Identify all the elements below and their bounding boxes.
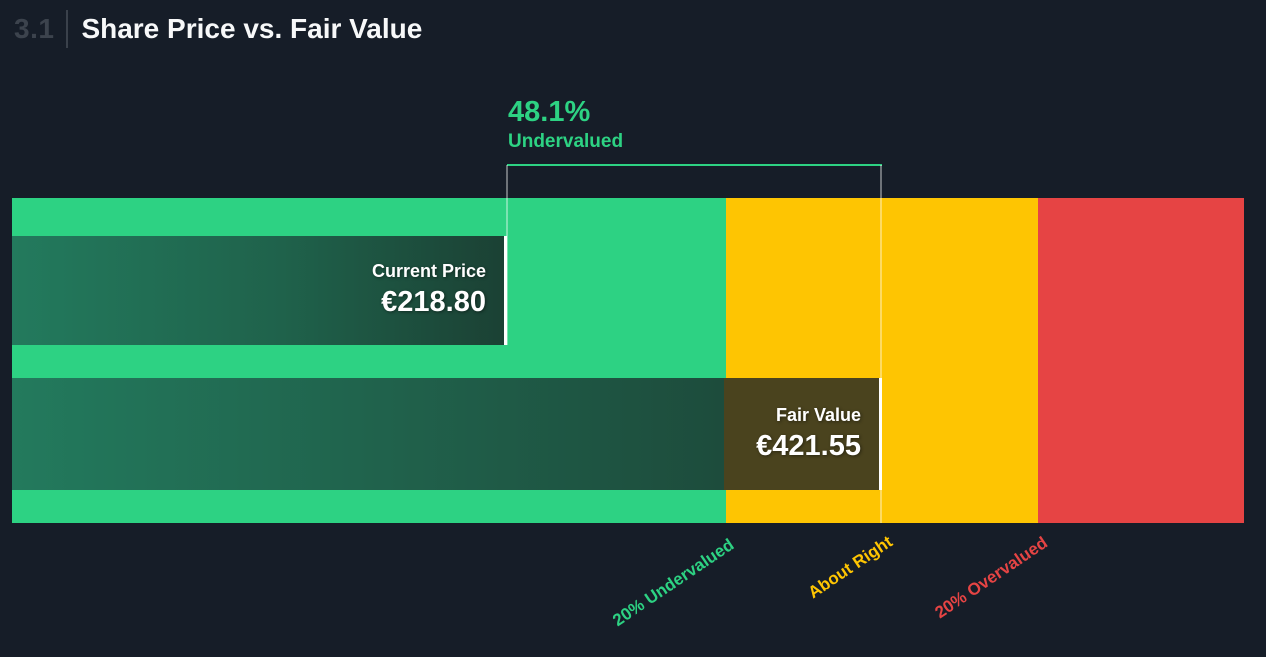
discount-status: Undervalued [508,130,624,152]
discount-bracket-right-line [880,165,882,523]
fair-value-value: €421.55 [756,429,861,462]
chart-header: 3.1 Share Price vs. Fair Value [14,10,422,48]
fair-value-label: Fair Value €421.55 [756,405,879,463]
discount-percent: 48.1% [508,96,591,128]
discount-bracket-top-line [507,164,882,166]
discount-bracket-left-line [506,165,508,345]
axis-label-about-right: About Right [804,532,896,603]
fair-value-bar: Fair Value €421.55 [12,378,882,490]
page-title: Share Price vs. Fair Value [81,13,423,44]
current-price-bar: Current Price €218.80 [12,236,507,345]
current-price-value: €218.80 [381,286,486,319]
zone-overvalued [1038,198,1244,523]
fair-value-bar-green-segment [12,378,724,490]
section-number: 3.1 [14,13,55,44]
current-price-label: Current Price €218.80 [372,261,504,319]
fair-value-title: Fair Value [775,404,861,425]
fair-value-bar-olive-segment: Fair Value €421.55 [723,378,879,490]
axis-label-undervalued: 20% Undervalued [609,535,738,631]
header-divider [66,10,69,48]
axis-label-overvalued: 20% Overvalued [931,533,1051,623]
discount-annotation: 48.1% Undervalued [508,96,624,153]
current-price-title: Current Price [371,261,486,282]
